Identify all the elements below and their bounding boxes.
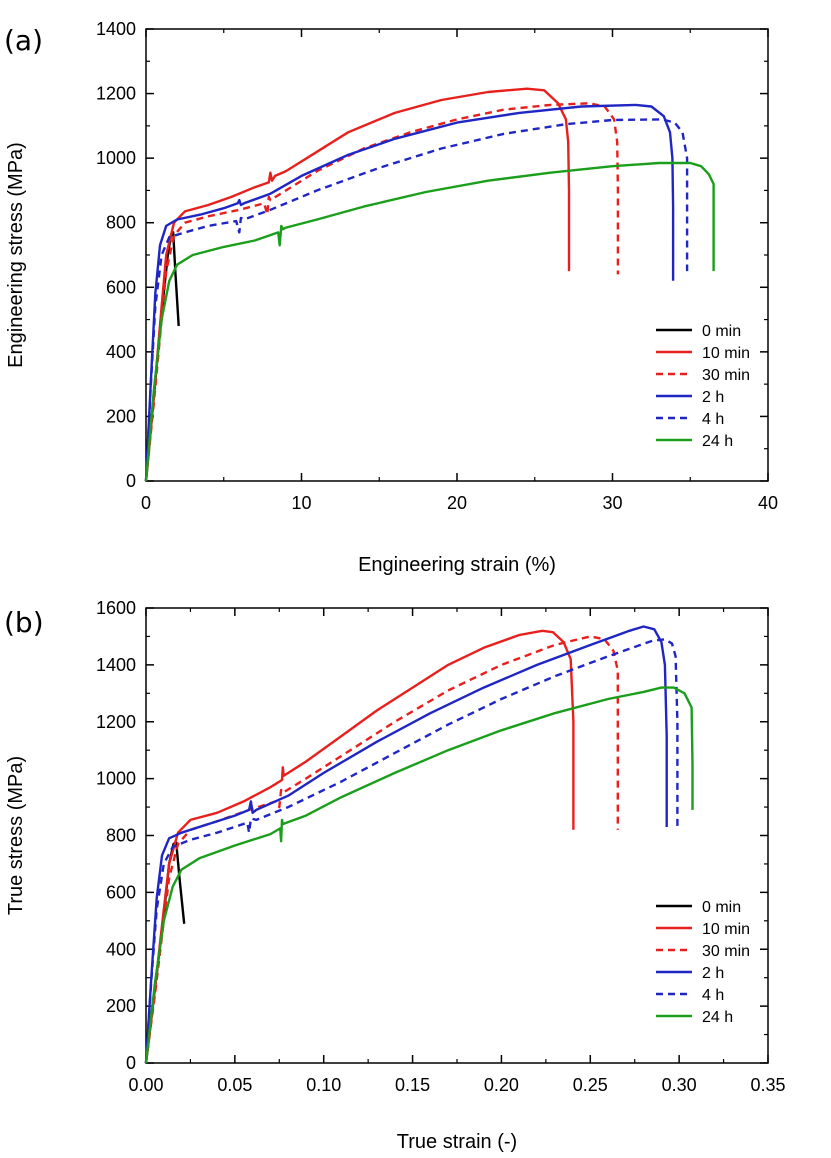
y-axis-title: Engineering stress (MPa) (5, 142, 27, 368)
y-tick-label: 1200 (96, 84, 136, 104)
y-tick-label: 800 (106, 826, 136, 846)
y-tick-label: 0 (126, 471, 136, 491)
legend-label: 0 min (702, 323, 741, 340)
panel-a: 0 10 20 30 400200400600800100012001400Engine… (4, 19, 778, 576)
y-tick-label: 400 (106, 342, 136, 362)
legend-label: 4 h (702, 411, 724, 428)
y-tick-label: 1200 (96, 712, 136, 732)
y-tick-label: 1000 (96, 769, 136, 789)
legend-label: 24 h (702, 433, 733, 450)
x-tick-label: 30 (602, 493, 622, 513)
x-tick-label: 0.30 (662, 1075, 697, 1095)
series-line-4-h (144, 638, 679, 1064)
y-tick-label: 1400 (96, 19, 136, 39)
y-tick-label: 0 (126, 1053, 136, 1073)
y-tick-label: 800 (106, 213, 136, 233)
series-line-2-h (144, 103, 675, 482)
x-axis-title: True strain (-) (397, 1131, 517, 1153)
x-tick-label: 10 (291, 493, 311, 513)
y-tick-label: 1000 (96, 148, 136, 168)
x-tick-label: 40 (758, 493, 778, 513)
x-tick-label: 0.20 (484, 1075, 519, 1095)
x-tick-label: 0.15 (395, 1075, 430, 1095)
x-tick-label: 0.05 (217, 1075, 252, 1095)
legend-label: 10 min (702, 921, 750, 938)
legend-label: 2 h (702, 389, 724, 406)
series-line-10-min (144, 87, 571, 482)
x-tick-label: 20 (447, 493, 467, 513)
series-line-10-min (144, 629, 575, 1064)
legend-label: 10 min (702, 345, 750, 362)
y-tick-label: 400 (106, 939, 136, 959)
x-tick-label: 0.25 (573, 1075, 608, 1095)
series-line-2-h (144, 625, 668, 1064)
series-line-30-min (144, 102, 620, 482)
y-tick-label: 1400 (96, 655, 136, 675)
legend-label: 4 h (702, 987, 724, 1004)
y-tick-label: 1600 (96, 598, 136, 618)
y-tick-label: 200 (106, 406, 136, 426)
y-tick-label: 200 (106, 996, 136, 1016)
x-tick-label: 0.00 (128, 1075, 163, 1095)
series-line-30-min (144, 635, 619, 1064)
y-tick-label: 600 (106, 882, 136, 902)
x-tick-label: 0.35 (750, 1075, 785, 1095)
legend-label: 24 h (702, 1009, 733, 1026)
legend-label: 0 min (702, 899, 741, 916)
series-line-4-h (144, 118, 689, 482)
legend-label: 30 min (702, 367, 750, 384)
y-axis-title: True stress (MPa) (5, 756, 27, 915)
x-axis-title: Engineering strain (%) (358, 554, 556, 576)
x-tick-label: 0 (141, 493, 151, 513)
panel-b: 0.00 0.05 0.10 0.15 0.20 0.25 0.30 0.35 0 200 400 6… (4, 598, 786, 1153)
legend-label: 30 min (702, 943, 750, 960)
x-tick-label: 0.10 (306, 1075, 341, 1095)
legend-label: 2 h (702, 965, 724, 982)
series-line-24-h (144, 161, 715, 482)
panel-label: (a) (4, 24, 43, 57)
panel-label: (b) (4, 606, 44, 639)
series-line-24-h (144, 686, 694, 1064)
y-tick-label: 600 (106, 277, 136, 297)
